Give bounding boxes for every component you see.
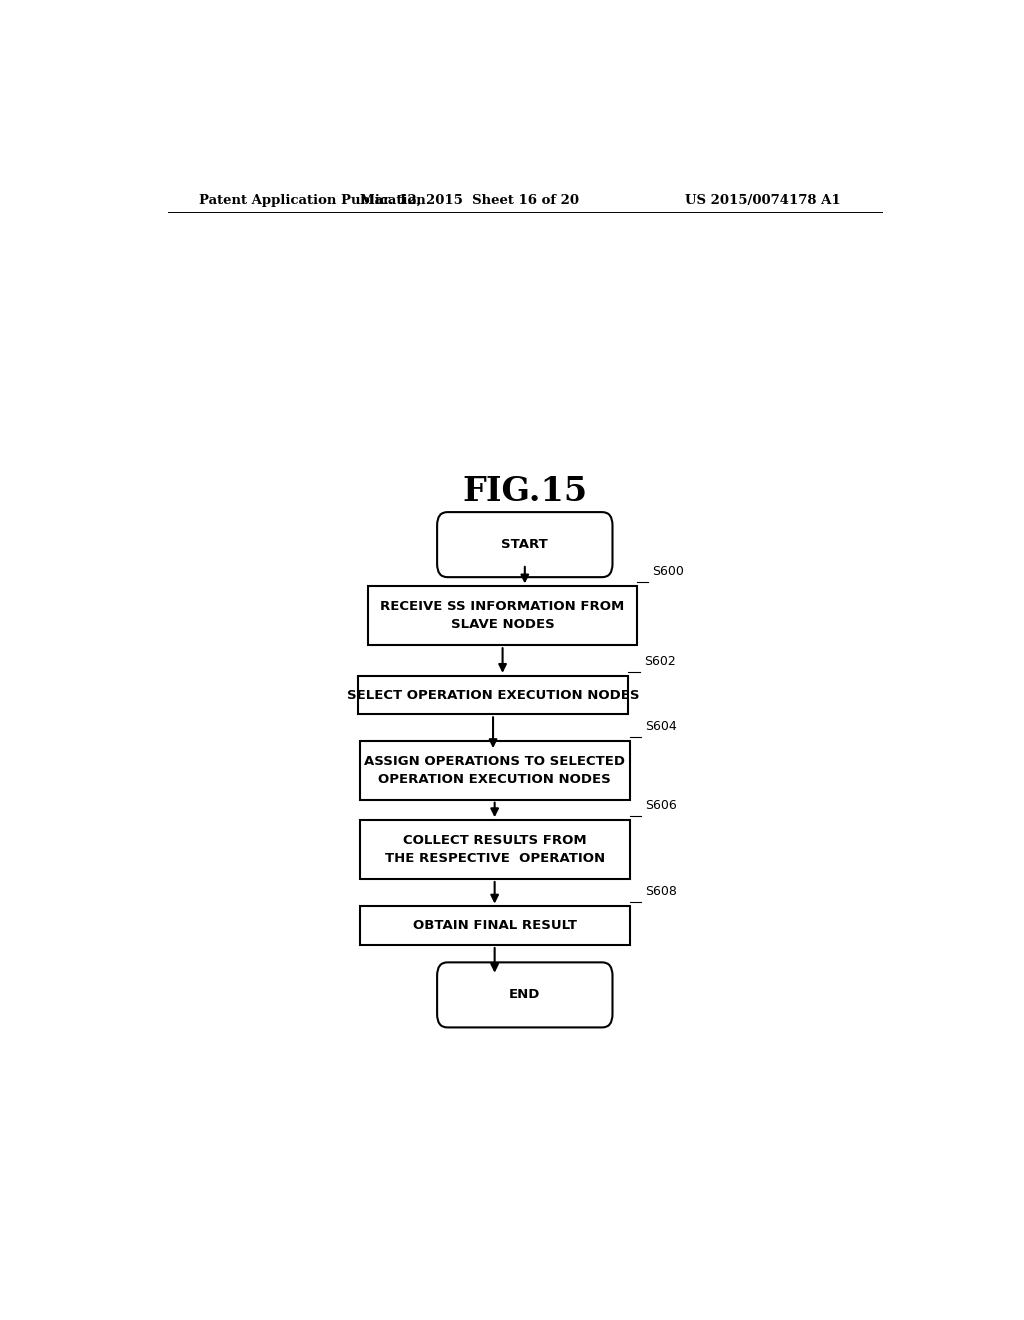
Text: US 2015/0074178 A1: US 2015/0074178 A1	[685, 194, 841, 206]
Text: S602: S602	[644, 655, 676, 668]
Text: START: START	[502, 539, 548, 552]
Text: S606: S606	[645, 799, 677, 812]
Text: OBTAIN FINAL RESULT: OBTAIN FINAL RESULT	[413, 919, 577, 932]
Text: RECEIVE SS INFORMATION FROM
SLAVE NODES: RECEIVE SS INFORMATION FROM SLAVE NODES	[381, 601, 625, 631]
Text: COLLECT RESULTS FROM
THE RESPECTIVE  OPERATION: COLLECT RESULTS FROM THE RESPECTIVE OPER…	[385, 834, 605, 865]
Text: S608: S608	[645, 886, 677, 899]
FancyBboxPatch shape	[437, 512, 612, 577]
Text: SELECT OPERATION EXECUTION NODES: SELECT OPERATION EXECUTION NODES	[347, 689, 639, 701]
Bar	[358, 676, 628, 714]
Text: Mar. 12, 2015  Sheet 16 of 20: Mar. 12, 2015 Sheet 16 of 20	[359, 194, 579, 206]
Text: ASSIGN OPERATIONS TO SELECTED
OPERATION EXECUTION NODES: ASSIGN OPERATIONS TO SELECTED OPERATION …	[365, 755, 625, 785]
Bar	[359, 820, 630, 879]
Text: FIG.15: FIG.15	[462, 475, 588, 508]
Bar	[359, 741, 630, 800]
FancyBboxPatch shape	[437, 962, 612, 1027]
Bar	[359, 907, 630, 945]
Text: Patent Application Publication: Patent Application Publication	[200, 194, 426, 206]
Text: S600: S600	[652, 565, 684, 578]
Bar	[368, 586, 638, 645]
Text: END: END	[509, 989, 541, 1002]
Text: S604: S604	[645, 719, 677, 733]
